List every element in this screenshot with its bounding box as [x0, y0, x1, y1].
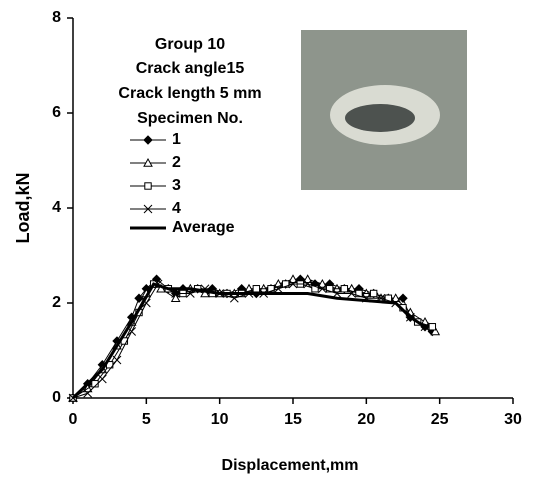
x-tick-label: 25	[431, 411, 449, 428]
marker	[91, 380, 99, 388]
legend-label: 4	[172, 200, 181, 217]
x-axis-label: Displacement,mm	[222, 457, 359, 474]
marker	[170, 293, 181, 302]
marker	[288, 279, 298, 289]
marker	[112, 355, 122, 365]
marker	[281, 280, 290, 288]
marker	[390, 293, 401, 302]
marker	[430, 326, 441, 336]
marker	[200, 288, 210, 298]
marker	[273, 284, 283, 294]
x-tick-label: 5	[142, 411, 151, 428]
marker	[340, 285, 349, 293]
marker	[267, 285, 275, 293]
legend-label: Average	[172, 219, 235, 236]
y-tick-label: 4	[52, 199, 61, 216]
marker	[185, 289, 195, 298]
marker	[303, 279, 313, 289]
marker	[317, 278, 328, 288]
marker	[325, 285, 334, 293]
legend-label: 2	[172, 154, 181, 171]
x-tick-label: 0	[69, 411, 78, 428]
y-tick-label: 0	[52, 389, 61, 406]
marker	[355, 289, 363, 298]
marker	[302, 274, 313, 283]
marker	[229, 293, 239, 303]
x-tick-label: 15	[284, 411, 302, 428]
marker	[317, 284, 327, 294]
x-tick-label: 20	[357, 411, 375, 428]
legend-title: Crack angle15	[136, 60, 245, 77]
marker	[398, 293, 408, 303]
marker	[252, 285, 261, 293]
x-tick-label: 30	[504, 411, 522, 428]
y-tick-label: 6	[52, 104, 61, 121]
y-axis-label: Load,kN	[13, 172, 33, 243]
marker	[143, 204, 153, 214]
series-line	[71, 282, 426, 400]
legend-title: Group 10	[155, 36, 225, 53]
marker	[97, 374, 107, 384]
marker	[143, 135, 153, 145]
legend-title: Specimen No.	[137, 110, 243, 127]
marker	[171, 289, 181, 298]
y-tick-label: 8	[52, 9, 61, 26]
y-tick-label: 2	[52, 294, 61, 311]
x-tick-label: 10	[211, 411, 229, 428]
marker	[311, 285, 319, 293]
legend-label: 1	[172, 131, 181, 148]
marker	[428, 323, 437, 331]
marker	[288, 274, 298, 283]
marker	[144, 182, 152, 190]
marker	[332, 289, 342, 298]
marker	[143, 157, 153, 167]
legend-title: Crack length 5 mm	[118, 85, 261, 102]
legend-label: 3	[172, 177, 181, 194]
marker	[369, 289, 378, 298]
marker	[347, 289, 357, 298]
marker	[83, 388, 93, 398]
photo-crack	[345, 104, 415, 132]
